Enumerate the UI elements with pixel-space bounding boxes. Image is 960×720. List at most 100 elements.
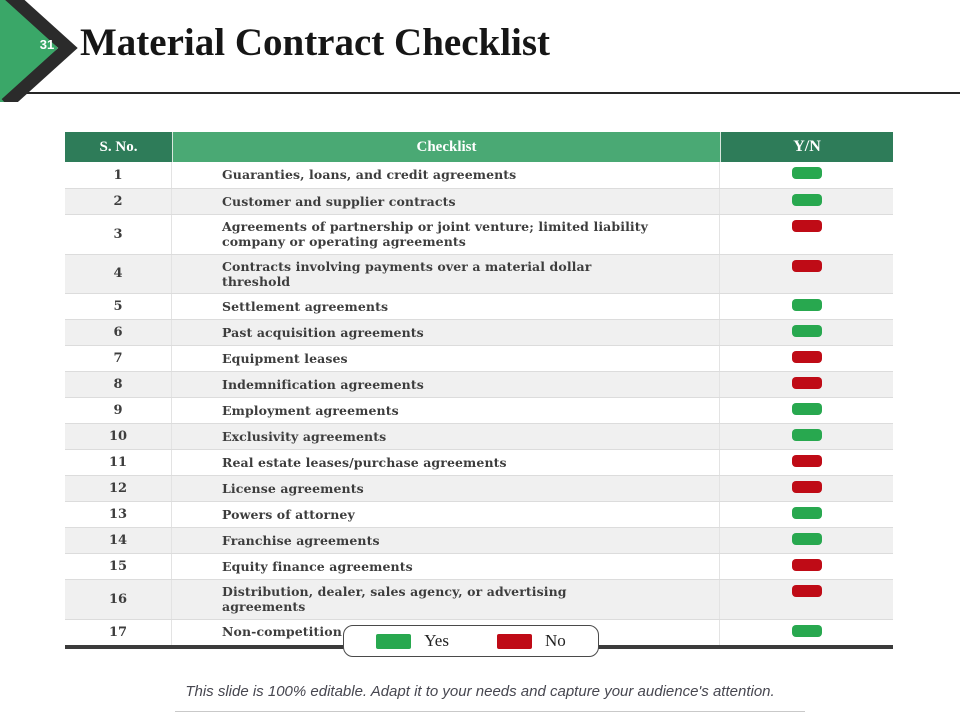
legend-yes-swatch	[376, 633, 412, 649]
row-checklist-text: Agreements of partnership or joint ventu…	[172, 215, 720, 254]
row-status-cell	[720, 346, 893, 371]
status-pill-no	[791, 220, 822, 232]
table-body: 1 Guaranties, loans, and credit agreemen…	[65, 162, 893, 645]
status-pill-yes	[791, 533, 822, 545]
row-number: 2	[65, 189, 172, 214]
row-status-cell	[720, 162, 893, 188]
row-status-cell	[720, 528, 893, 553]
table-row: 11 Real estate leases/purchase agreement…	[65, 449, 893, 475]
row-status-cell	[720, 255, 893, 294]
table-row: 9 Employment agreements	[65, 397, 893, 423]
row-status-cell	[720, 189, 893, 214]
row-status-cell	[720, 476, 893, 501]
table-row: 4 Contracts involving payments over a ma…	[65, 253, 893, 294]
column-header-sno: S. No.	[65, 132, 172, 162]
row-checklist-text: Real estate leases/purchase agreements	[172, 450, 720, 475]
row-number: 6	[65, 320, 172, 345]
row-checklist-text: Powers of attorney	[172, 502, 720, 527]
slide-number: 31	[39, 37, 55, 52]
table-row: 15 Equity finance agreements	[65, 553, 893, 579]
row-number: 16	[65, 580, 172, 619]
status-pill-yes	[791, 624, 822, 637]
table-row: 6 Past acquisition agreements	[65, 319, 893, 345]
status-pill-yes	[791, 167, 822, 179]
row-checklist-text: Past acquisition agreements	[172, 320, 720, 345]
row-number: 4	[65, 254, 172, 293]
table-row: 12 License agreements	[65, 475, 893, 501]
slide-number-arrow: 31	[0, 0, 80, 102]
row-status-cell	[720, 554, 893, 579]
footer-note: This slide is 100% editable. Adapt it to…	[185, 683, 775, 700]
row-status-cell	[720, 320, 893, 345]
row-number: 5	[65, 294, 172, 319]
status-pill-no	[791, 377, 822, 389]
status-pill-yes	[791, 507, 822, 519]
legend-yes-label: Yes	[424, 631, 449, 650]
row-checklist-text: Settlement agreements	[172, 294, 720, 319]
row-number: 10	[65, 424, 172, 449]
table-row: 3 Agreements of partnership or joint ven…	[65, 214, 893, 254]
row-number: 8	[65, 372, 172, 397]
status-pill-yes	[791, 299, 822, 311]
status-pill-no	[791, 585, 822, 597]
row-number: 14	[65, 528, 172, 553]
page-title: Material Contract Checklist	[80, 21, 551, 64]
column-header-checklist: Checklist	[172, 132, 720, 162]
row-status-cell	[720, 294, 893, 319]
row-checklist-text: Exclusivity agreements	[172, 424, 720, 449]
row-status-cell	[720, 580, 893, 619]
row-number: 12	[65, 476, 172, 501]
status-pill-yes	[791, 403, 822, 415]
status-pill-yes	[791, 194, 822, 206]
bottom-divider	[175, 711, 805, 712]
status-pill-yes	[791, 429, 822, 441]
table-row: 5 Settlement agreements	[65, 293, 893, 319]
status-pill-no	[791, 559, 822, 571]
row-number: 7	[65, 346, 172, 371]
table-row: 8 Indemnification agreements	[65, 371, 893, 397]
row-status-cell	[720, 450, 893, 475]
row-number: 3	[65, 215, 172, 254]
table-row: 14 Franchise agreements	[65, 527, 893, 553]
row-status-cell	[720, 398, 893, 423]
status-pill-no	[791, 259, 822, 272]
row-number: 15	[65, 554, 172, 579]
arrow-icon	[0, 0, 78, 102]
status-pill-no	[791, 481, 822, 493]
row-checklist-text: Employment agreements	[172, 398, 720, 423]
row-checklist-text: Contracts involving payments over a mate…	[172, 254, 720, 293]
status-pill-no	[791, 351, 822, 363]
row-status-cell	[720, 424, 893, 449]
arrow-dark-chevron	[1, 0, 78, 102]
row-number: 11	[65, 450, 172, 475]
row-checklist-text: Guaranties, loans, and credit agreements	[172, 162, 720, 188]
table-row: 1 Guaranties, loans, and credit agreemen…	[65, 162, 893, 188]
row-number: 9	[65, 398, 172, 423]
row-number: 1	[65, 162, 172, 188]
legend-no-label: No	[544, 631, 566, 650]
row-status-cell	[720, 372, 893, 397]
row-status-cell	[720, 502, 893, 527]
table-row: 16 Distribution, dealer, sales agency, o…	[65, 579, 893, 619]
arrow-green-triangle	[0, 0, 58, 102]
row-checklist-text: Indemnification agreements	[172, 372, 720, 397]
column-header-yn: Y/N	[720, 132, 893, 162]
status-pill-no	[791, 455, 822, 467]
row-checklist-text: Customer and supplier contracts	[172, 189, 720, 214]
table-header-row: S. No. Checklist Y/N	[65, 132, 893, 162]
row-status-cell	[720, 620, 893, 645]
table-row: 13 Powers of attorney	[65, 501, 893, 527]
table-row: 2 Customer and supplier contracts	[65, 188, 893, 214]
row-checklist-text: Equipment leases	[172, 346, 720, 371]
row-number: 13	[65, 502, 172, 527]
row-number: 17	[65, 619, 172, 645]
row-checklist-text: Distribution, dealer, sales agency, or a…	[172, 580, 720, 619]
row-checklist-text: License agreements	[172, 476, 720, 501]
legend-no-swatch	[496, 633, 532, 649]
table-row: 10 Exclusivity agreements	[65, 423, 893, 449]
title-underline	[8, 92, 960, 94]
legend: Yes No	[343, 625, 599, 657]
checklist-table: S. No. Checklist Y/N 1 Guaranties, loans…	[65, 132, 893, 649]
status-pill-yes	[791, 325, 822, 337]
